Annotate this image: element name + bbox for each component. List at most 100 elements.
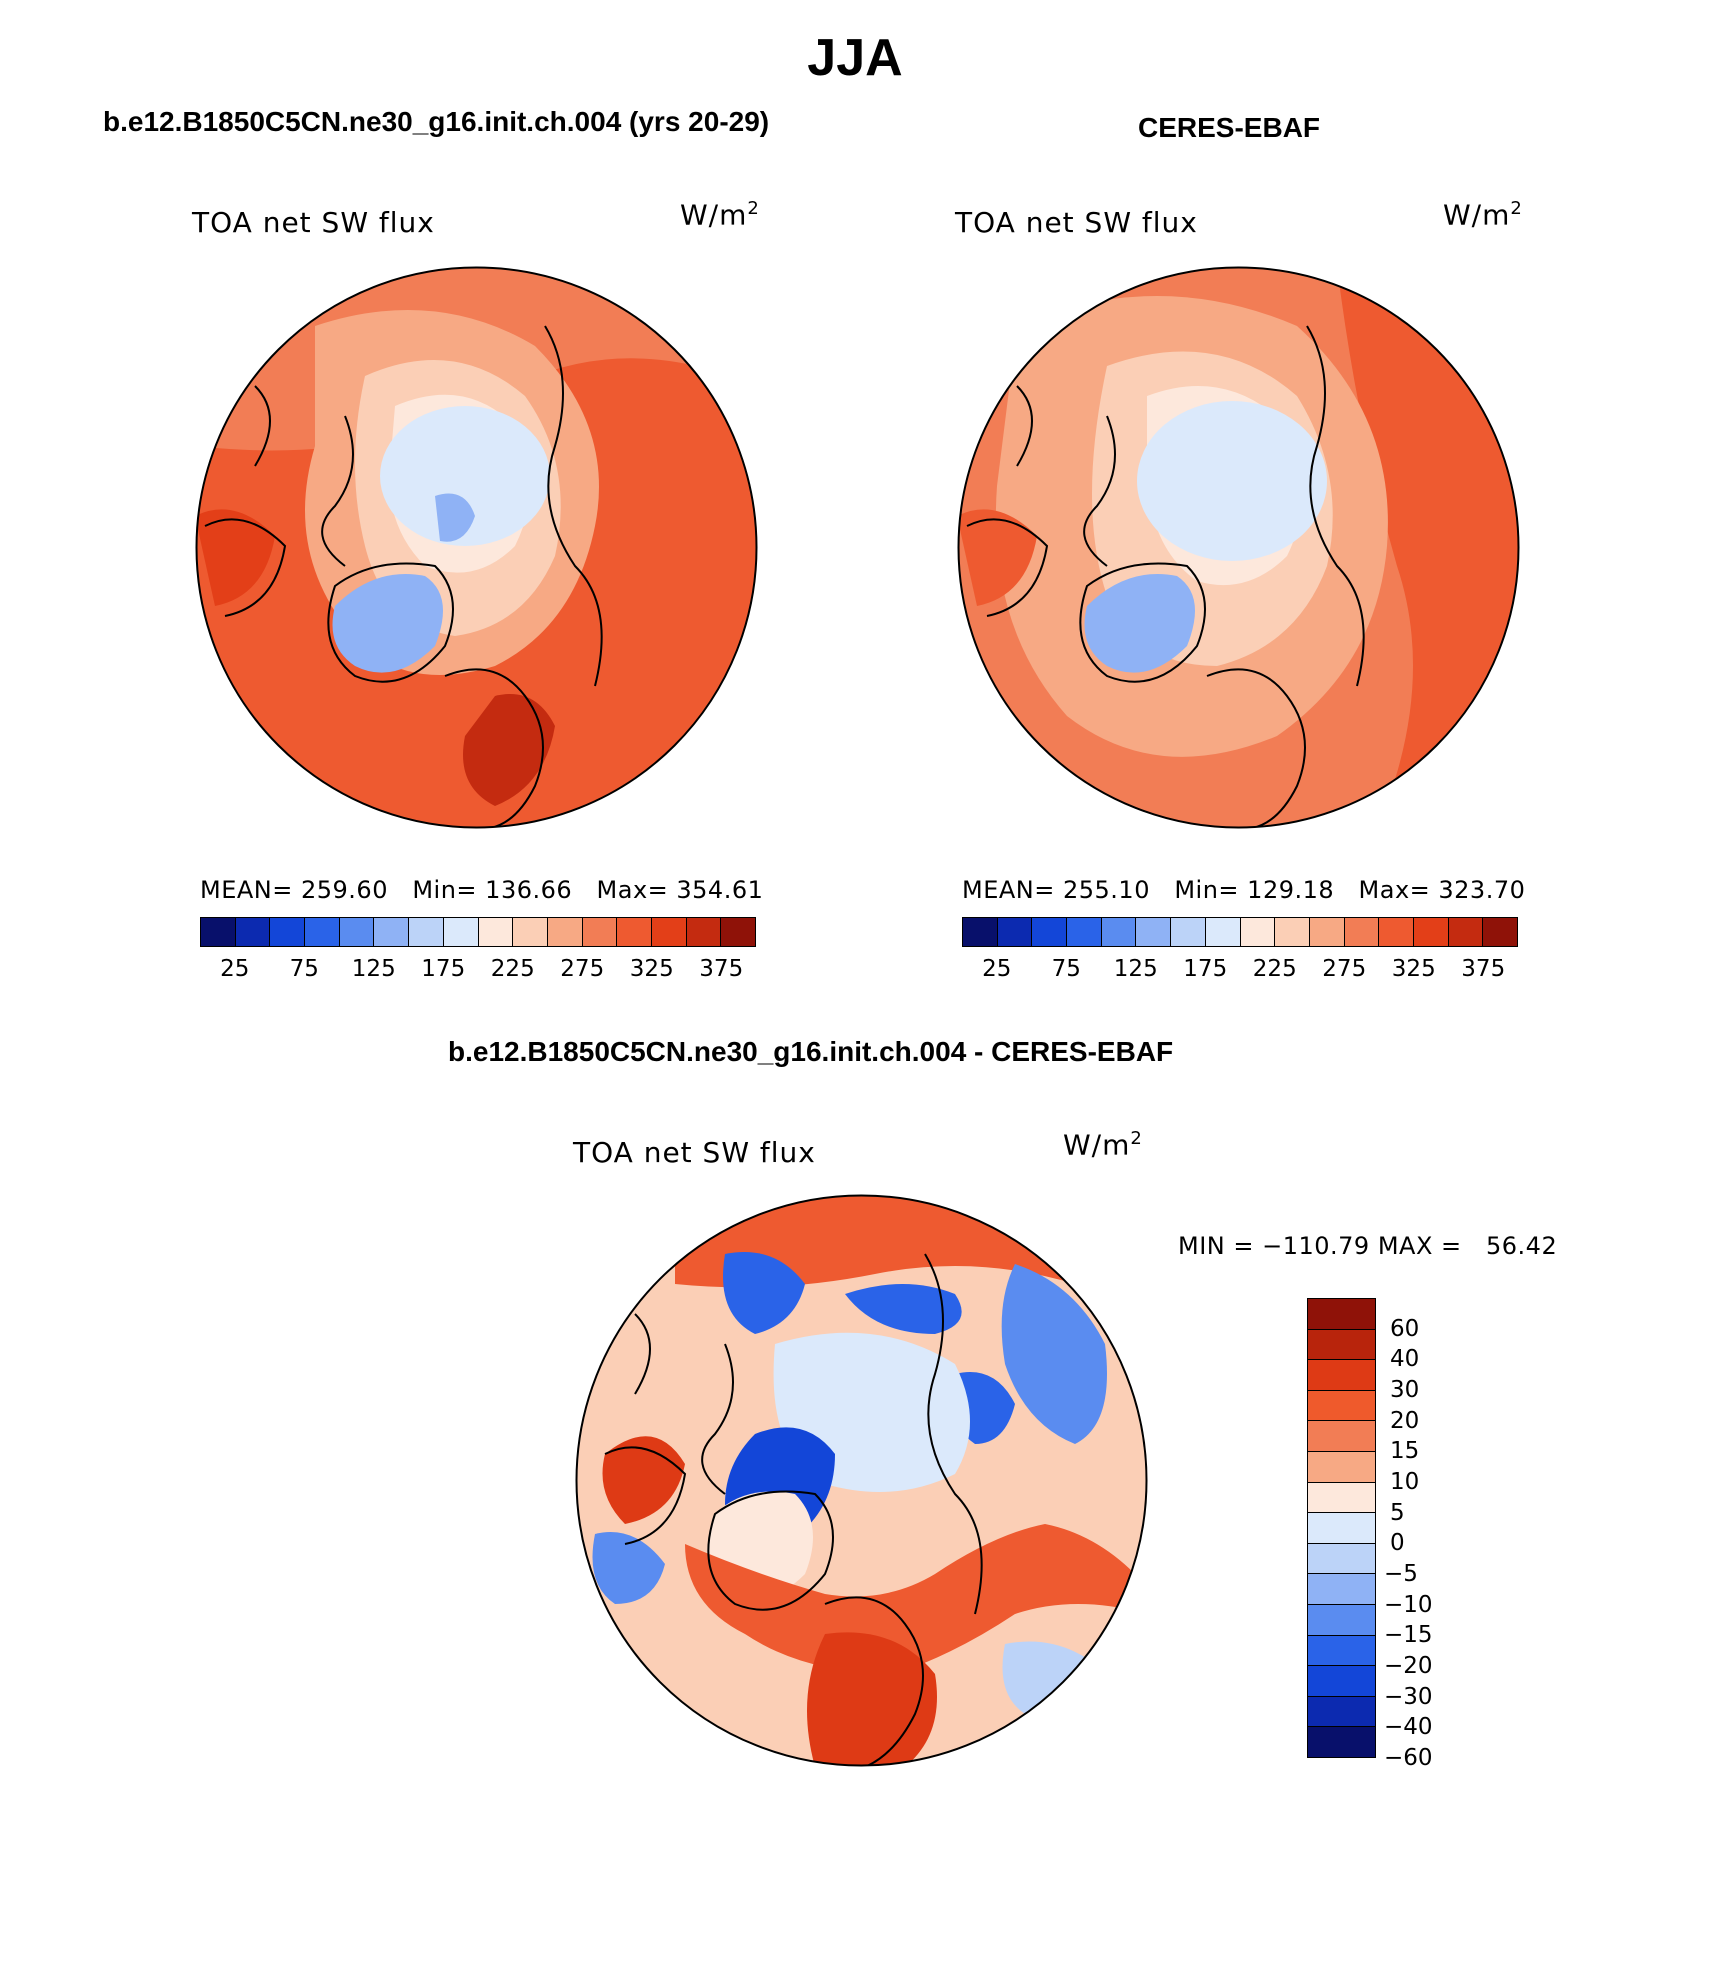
model-colorbar-swatch xyxy=(201,918,236,946)
diff-colorbar-tick-label: 5 xyxy=(1390,1499,1405,1526)
diff-colorbar-swatch xyxy=(1308,1513,1375,1544)
model-colorbar-tick-label: 325 xyxy=(629,956,674,982)
diff-colorbar-swatch xyxy=(1308,1421,1375,1452)
model-colorbar-swatch xyxy=(443,918,479,946)
diff-colorbar-tick-label: −60 xyxy=(1384,1745,1433,1771)
model-colorbar-tick-label: 225 xyxy=(490,956,535,982)
model-colorbar-tick-label: 25 xyxy=(220,956,250,982)
obs-colorbar-swatch xyxy=(1171,918,1206,946)
obs-polar-map xyxy=(957,266,1520,829)
diff-colorbar-tick-label: 10 xyxy=(1390,1469,1420,1495)
obs-variable-label: TOA net SW flux xyxy=(955,206,1198,239)
diff-colorbar-tick-label: 0 xyxy=(1390,1530,1405,1557)
diff-colorbar-swatch xyxy=(1308,1360,1375,1391)
obs-colorbar-swatch xyxy=(1448,918,1484,946)
diff-colorbar-swatch xyxy=(1308,1696,1375,1728)
model-colorbar xyxy=(200,917,756,947)
diff-colorbar-tick-label: −10 xyxy=(1384,1591,1433,1618)
obs-colorbar-tick-label: 325 xyxy=(1391,956,1436,982)
diff-colorbar-swatch xyxy=(1308,1482,1375,1514)
obs-colorbar-swatch xyxy=(1032,918,1068,946)
model-stats: MEAN= 259.60 Min= 136.66 Max= 354.61 xyxy=(200,876,764,904)
diff-colorbar xyxy=(1307,1298,1376,1758)
model-colorbar-tick-label: 125 xyxy=(351,956,396,982)
model-colorbar-swatch xyxy=(513,918,548,946)
obs-colorbar-swatch xyxy=(1379,918,1414,946)
obs-colorbar-tick-label: 25 xyxy=(982,956,1012,982)
figure-title: JJA xyxy=(807,29,903,87)
obs-colorbar-tick-label: 125 xyxy=(1113,956,1158,982)
diff-colorbar-tick-label: −40 xyxy=(1384,1714,1433,1741)
diff-colorbar-swatch xyxy=(1308,1574,1375,1605)
obs-colorbar-swatch xyxy=(1067,918,1102,946)
diff-colorbar-tick-label: −30 xyxy=(1384,1683,1433,1710)
obs-colorbar-ticks: 25 75 125 175 225 275 325 375 xyxy=(962,956,1518,986)
model-colorbar-swatch xyxy=(582,918,618,946)
obs-colorbar-tick-label: 375 xyxy=(1461,956,1506,982)
model-colorbar-swatch xyxy=(339,918,375,946)
obs-colorbar-tick-label: 275 xyxy=(1322,956,1367,982)
model-polar-map xyxy=(195,266,758,829)
model-colorbar-tick-label: 175 xyxy=(421,956,466,982)
model-colorbar-tick-label: 75 xyxy=(289,956,319,982)
diff-colorbar-swatch xyxy=(1308,1635,1375,1667)
obs-colorbar-swatch xyxy=(1344,918,1380,946)
diff-units: W/m2 xyxy=(1063,1128,1143,1162)
diff-colorbar-tick-label: 20 xyxy=(1390,1407,1420,1434)
model-colorbar-swatch xyxy=(235,918,271,946)
diff-colorbar-tick-label: 15 xyxy=(1390,1438,1420,1465)
diff-colorbar-tick-label: 60 xyxy=(1390,1315,1420,1342)
model-colorbar-tick-label: 275 xyxy=(560,956,605,982)
obs-colorbar-swatch xyxy=(1275,918,1310,946)
diff-colorbar-swatch xyxy=(1308,1299,1375,1330)
obs-stats: MEAN= 255.10 Min= 129.18 Max= 323.70 xyxy=(962,876,1526,904)
model-colorbar-swatch xyxy=(721,918,755,946)
obs-colorbar-swatch xyxy=(1413,918,1449,946)
diff-colorbar-swatch xyxy=(1308,1329,1375,1361)
obs-colorbar-swatch xyxy=(1240,918,1276,946)
obs-panel-title: CERES-EBAF xyxy=(1138,112,1321,143)
diff-stats: MIN = −110.79 MAX = 56.42 xyxy=(1178,1232,1558,1260)
diff-colorbar-tick-label: 40 xyxy=(1390,1346,1420,1373)
diff-colorbar-swatch xyxy=(1308,1451,1375,1483)
model-colorbar-swatch xyxy=(409,918,444,946)
diff-colorbar-tick-label: 30 xyxy=(1390,1377,1420,1403)
diff-colorbar-tick-label: −15 xyxy=(1384,1622,1433,1649)
model-colorbar-swatch xyxy=(478,918,514,946)
diff-variable-label: TOA net SW flux xyxy=(573,1136,816,1169)
model-panel-title: b.e12.B1850C5CN.ne30_g16.init.ch.004 (yr… xyxy=(103,106,770,137)
obs-colorbar-swatch xyxy=(1205,918,1241,946)
obs-colorbar-tick-label: 225 xyxy=(1252,956,1297,982)
model-colorbar-swatch xyxy=(374,918,410,946)
model-colorbar-swatch xyxy=(617,918,652,946)
diff-colorbar-ticks: 60 40 30 20 15 10 5 0 −5 −10 −15 −20 −30 −40 −60 xyxy=(1384,1298,1450,1771)
model-colorbar-tick-label: 375 xyxy=(699,956,744,982)
obs-colorbar-swatch xyxy=(1136,918,1172,946)
diff-colorbar-swatch xyxy=(1308,1543,1375,1575)
obs-units: W/m2 xyxy=(1443,198,1523,232)
diff-colorbar-tick-label: −20 xyxy=(1384,1653,1433,1679)
model-colorbar-swatch xyxy=(686,918,722,946)
model-colorbar-swatch xyxy=(651,918,687,946)
diff-colorbar-swatch xyxy=(1308,1727,1375,1757)
obs-colorbar-swatch xyxy=(1309,918,1345,946)
obs-colorbar-tick-label: 75 xyxy=(1051,956,1081,982)
diff-polar-map xyxy=(575,1194,1148,1767)
model-units: W/m2 xyxy=(680,198,760,232)
obs-colorbar-swatch xyxy=(997,918,1033,946)
model-colorbar-swatch xyxy=(547,918,583,946)
obs-colorbar xyxy=(962,917,1518,947)
obs-colorbar-swatch xyxy=(1483,918,1517,946)
diff-colorbar-swatch xyxy=(1308,1604,1375,1636)
diff-panel-title: b.e12.B1850C5CN.ne30_g16.init.ch.004 - C… xyxy=(448,1036,1174,1067)
model-colorbar-swatch xyxy=(305,918,340,946)
diff-colorbar-swatch xyxy=(1308,1390,1375,1422)
model-colorbar-swatch xyxy=(270,918,306,946)
obs-colorbar-swatch xyxy=(1101,918,1137,946)
obs-colorbar-swatch xyxy=(963,918,998,946)
diff-colorbar-swatch xyxy=(1308,1666,1375,1697)
obs-colorbar-tick-label: 175 xyxy=(1183,956,1228,982)
model-variable-label: TOA net SW flux xyxy=(192,206,435,239)
model-colorbar-ticks: 25 75 125 175 225 275 325 375 xyxy=(200,956,756,986)
diff-colorbar-tick-label: −5 xyxy=(1384,1561,1418,1587)
